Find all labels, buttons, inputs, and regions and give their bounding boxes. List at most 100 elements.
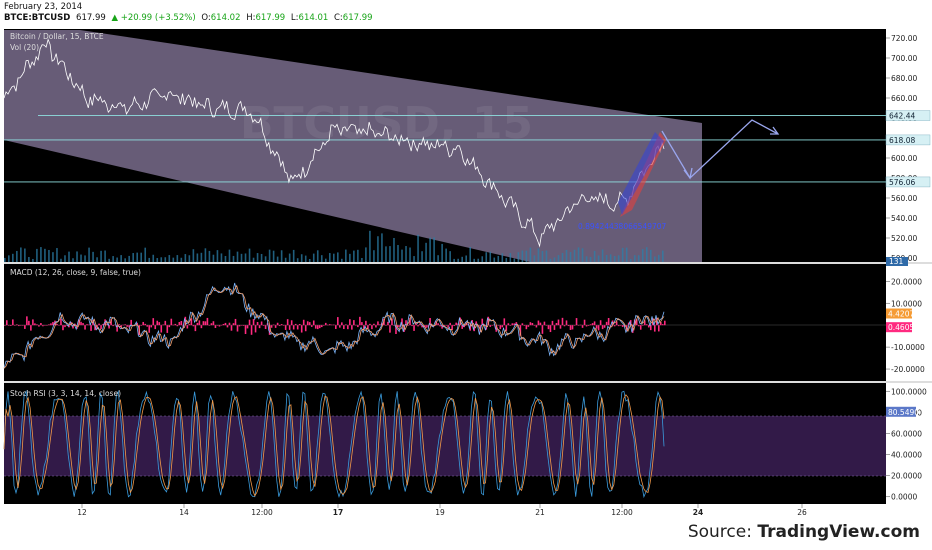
macd-histogram-bar xyxy=(385,325,387,326)
stoch-axis-label: 100.0000 xyxy=(891,387,927,396)
volume-bar xyxy=(497,255,500,262)
macd-histogram-bar xyxy=(501,325,504,328)
macd-histogram-bar xyxy=(108,325,110,329)
macd-histogram-bar xyxy=(641,325,644,326)
volume-bar xyxy=(24,248,26,262)
volume-bar xyxy=(389,246,391,262)
time-axis-label: 24 xyxy=(693,508,703,517)
volume-bar xyxy=(304,255,307,262)
macd-histogram-bar xyxy=(395,325,397,334)
fib-wedge-blue xyxy=(618,132,664,215)
chart-svg[interactable]: BTCUSD, 15 0.89424438066549707 Bitcoin /… xyxy=(0,0,932,522)
macd-histogram-bar xyxy=(657,325,660,332)
macd-histogram-bar xyxy=(579,324,582,326)
price-axis-label: 520.00 xyxy=(891,234,917,243)
macd-histogram-bar xyxy=(154,325,157,330)
macd-histogram-bar xyxy=(200,325,203,329)
volume-bar xyxy=(8,255,10,262)
volume-bar xyxy=(433,237,435,262)
volume-bar xyxy=(513,258,516,262)
volume-tag xyxy=(886,257,908,266)
macd-histogram-bar xyxy=(142,321,145,326)
macd-histogram-bar xyxy=(605,321,608,326)
macd-histogram-bar xyxy=(585,325,588,327)
volume-bar xyxy=(268,249,271,262)
volume-bar xyxy=(441,243,443,262)
macd-histogram-bar xyxy=(84,325,86,330)
volume-bar xyxy=(593,250,596,262)
macd-histogram-bar xyxy=(533,325,536,326)
macd-histogram-bar xyxy=(449,322,451,326)
volume-bar xyxy=(44,248,46,262)
fib-ratio-label: 0.89424438066549707 xyxy=(578,222,667,231)
macd-histogram-bar xyxy=(607,318,610,326)
macd-histogram-bar xyxy=(661,324,664,326)
macd-histogram-bar xyxy=(543,321,546,326)
volume-value-label: 131 xyxy=(889,257,904,266)
volume-bar xyxy=(485,252,488,262)
macd-histogram-bar xyxy=(68,325,70,328)
volume-bar xyxy=(341,258,343,262)
time-axis-label: 12:00 xyxy=(251,508,273,517)
macd-histogram-bar xyxy=(102,323,104,326)
macd-histogram-bar xyxy=(561,317,564,326)
macd-histogram-bar xyxy=(599,320,602,326)
stoch-value-label: 80.5490 xyxy=(888,408,919,417)
volume-bar xyxy=(248,248,251,262)
volume-bar xyxy=(4,257,6,262)
macd-histogram-bar xyxy=(461,325,463,329)
macd-histogram-bar xyxy=(40,323,42,326)
macd-histogram-bar xyxy=(577,325,580,326)
macd-histogram-bar xyxy=(417,325,419,327)
volume-bar xyxy=(661,250,664,262)
macd-histogram-bar xyxy=(88,324,90,326)
time-axis-label: 14 xyxy=(179,508,189,517)
macd-histogram-bar xyxy=(539,322,542,326)
macd-histogram-bar xyxy=(489,325,492,327)
volume-bar xyxy=(64,255,66,262)
time-axis-label: 12 xyxy=(77,508,87,517)
macd-histogram-bar xyxy=(170,318,173,326)
volume-bar xyxy=(521,250,524,262)
macd-histogram-bar xyxy=(48,324,50,326)
stoch-title: Stoch RSI (3, 3, 14, 14, close) xyxy=(10,389,121,398)
volume-bar xyxy=(240,253,243,262)
macd-histogram-bar xyxy=(304,325,307,332)
volume-bar xyxy=(425,242,427,262)
macd-histogram-bar xyxy=(112,325,114,327)
volume-bar xyxy=(132,253,134,262)
volume-bar xyxy=(272,250,275,262)
price-axis-label: 540.00 xyxy=(891,214,917,223)
volume-bar xyxy=(16,250,18,262)
volume-bar xyxy=(208,250,211,262)
macd-histogram-bar xyxy=(270,325,273,328)
macd-histogram-bar xyxy=(653,325,656,332)
macd-histogram-bar xyxy=(429,318,431,326)
macd-histogram-bar xyxy=(284,325,287,330)
volume-bar xyxy=(369,230,371,262)
macd-histogram-bar xyxy=(613,325,616,327)
volume-bar xyxy=(228,249,231,262)
macd-histogram-bar xyxy=(216,325,219,326)
volume-bar xyxy=(76,251,78,262)
macd-histogram-bar xyxy=(28,320,30,326)
macd-histogram-bar xyxy=(174,323,177,326)
macd-value-label: 0.4605 xyxy=(888,323,914,332)
stoch-value-tag xyxy=(886,406,916,417)
price-axis-label: 720.00 xyxy=(891,34,917,43)
volume-bar xyxy=(20,247,22,262)
volume-bar xyxy=(373,250,375,262)
volume-bar xyxy=(296,258,299,262)
macd-histogram-bar xyxy=(162,324,165,326)
macd-histogram-bar xyxy=(314,325,317,329)
volume-bar xyxy=(12,253,14,262)
macd-histogram-bar xyxy=(597,325,600,331)
macd-histogram-bar xyxy=(393,325,395,326)
macd-histogram-bar xyxy=(664,320,666,326)
volume-bar xyxy=(236,251,239,262)
macd-histogram-bar xyxy=(190,318,193,326)
macd-histogram-bar xyxy=(310,325,313,327)
volume-bar xyxy=(52,252,54,262)
macd-histogram-bar xyxy=(359,316,361,326)
macd-histogram-bar xyxy=(349,319,351,326)
